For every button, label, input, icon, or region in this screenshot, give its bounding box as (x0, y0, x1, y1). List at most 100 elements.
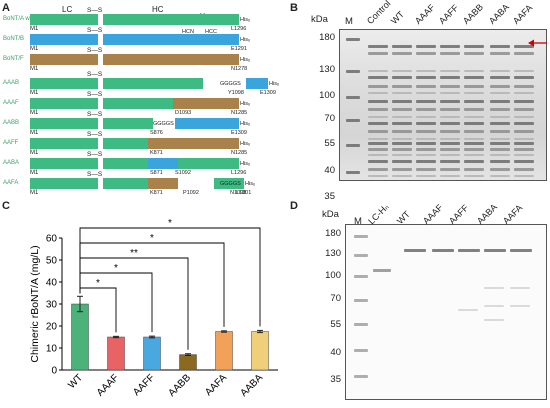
kda-tick-label: 70 (330, 293, 341, 304)
protein-band (490, 160, 510, 163)
category-label: AAAF (95, 372, 121, 398)
protein-band (514, 160, 534, 163)
domain-segment (30, 98, 98, 109)
end-residue: N1278 (231, 66, 248, 72)
protein-band (440, 130, 460, 133)
protein-band (440, 175, 460, 177)
marker-band (354, 299, 368, 302)
his-tag-label: His₆ (269, 81, 280, 87)
protein-band (440, 52, 460, 55)
gel-d-unit: kDa (322, 209, 339, 220)
y-tick-label: 0 (51, 366, 57, 377)
protein-band (392, 76, 412, 79)
start-residue: M1 (30, 190, 39, 196)
protein-band (490, 154, 510, 156)
protein-band (514, 76, 534, 79)
protein-band (416, 122, 436, 125)
his-tag-label: His₆ (240, 37, 251, 43)
protein-band (510, 305, 530, 307)
protein-band (458, 249, 480, 252)
protein-band (510, 287, 530, 289)
protein-band (416, 175, 436, 177)
protein-band (464, 100, 484, 103)
domain-segment (103, 138, 148, 149)
his-tag-label: His₆ (240, 141, 251, 147)
protein-band (490, 116, 510, 118)
end-residue: N1285 (231, 110, 248, 116)
lane-label: WT (388, 9, 406, 26)
protein-band (368, 45, 388, 48)
his-tag-label: His₆ (240, 57, 251, 63)
domain-segment (103, 118, 153, 129)
protein-band (392, 168, 412, 171)
protein-band (440, 76, 460, 79)
protein-band (464, 148, 484, 151)
protein-band (464, 45, 484, 48)
disulfide-label: S—S (87, 131, 103, 138)
construct-name: AABA (3, 160, 20, 166)
junction-residue: S1092 (175, 170, 191, 176)
domain-segment (197, 118, 239, 129)
western-gel-d (345, 224, 547, 400)
protein-band (490, 122, 510, 125)
category-label: AABA (238, 372, 265, 399)
protein-band (392, 70, 412, 72)
y-tick-label: 30 (46, 300, 58, 311)
protein-band (432, 249, 454, 252)
protein-band (514, 175, 534, 177)
protein-band (368, 70, 388, 72)
construct-name: AAFA (3, 180, 19, 186)
marker-band (346, 70, 360, 73)
disulfide-label: S—S (87, 7, 103, 14)
protein-band (416, 160, 436, 163)
domain-segment (178, 158, 239, 169)
construct-name: AAAF (3, 100, 19, 106)
protein-band (464, 85, 484, 88)
start-residue: M1 (30, 130, 39, 136)
protein-band (416, 148, 436, 151)
protein-band (368, 100, 388, 103)
kda-tick-label: 100 (325, 270, 341, 281)
protein-band (514, 168, 534, 171)
protein-band (510, 249, 532, 252)
protein-band (514, 154, 534, 156)
protein-band (392, 92, 412, 94)
domain-segment (148, 178, 178, 189)
domain-segment (173, 98, 239, 109)
protein-band (490, 168, 510, 171)
y-tick-label: 20 (46, 322, 58, 333)
protein-band (368, 148, 388, 151)
start-residue: M1 (30, 26, 39, 32)
protein-band (490, 108, 510, 111)
protein-band (490, 130, 510, 133)
protein-band (368, 76, 388, 79)
his-tag-label: His₆ (240, 161, 251, 167)
bar-wt (71, 303, 89, 371)
construct-name: BoNT/F (3, 56, 24, 62)
protein-band (464, 52, 484, 55)
protein-band (464, 122, 484, 125)
protein-band (514, 85, 534, 88)
linker-label: GGGGS (153, 121, 174, 127)
domain-segment (30, 54, 98, 65)
category-label: AAFF (131, 372, 157, 398)
his-tag-label: His₆ (245, 181, 256, 187)
kda-tick-label: 130 (325, 248, 341, 259)
protein-band (368, 130, 388, 133)
protein-band (440, 122, 460, 125)
protein-band (490, 142, 510, 145)
protein-band (416, 70, 436, 72)
disulfide-label: S—S (87, 91, 103, 98)
kda-tick-label: 35 (330, 374, 341, 385)
protein-band (392, 148, 412, 151)
protein-band (514, 130, 534, 133)
protein-band (440, 108, 460, 111)
protein-band (368, 85, 388, 88)
junction-residue: Y1098 (228, 90, 244, 96)
junction-residue: K871 (150, 190, 163, 196)
protein-band (416, 142, 436, 145)
protein-band (392, 175, 412, 177)
construct-name: BoNT/B (3, 36, 25, 42)
his-tag-label: His₆ (240, 101, 251, 107)
protein-band (440, 160, 460, 163)
